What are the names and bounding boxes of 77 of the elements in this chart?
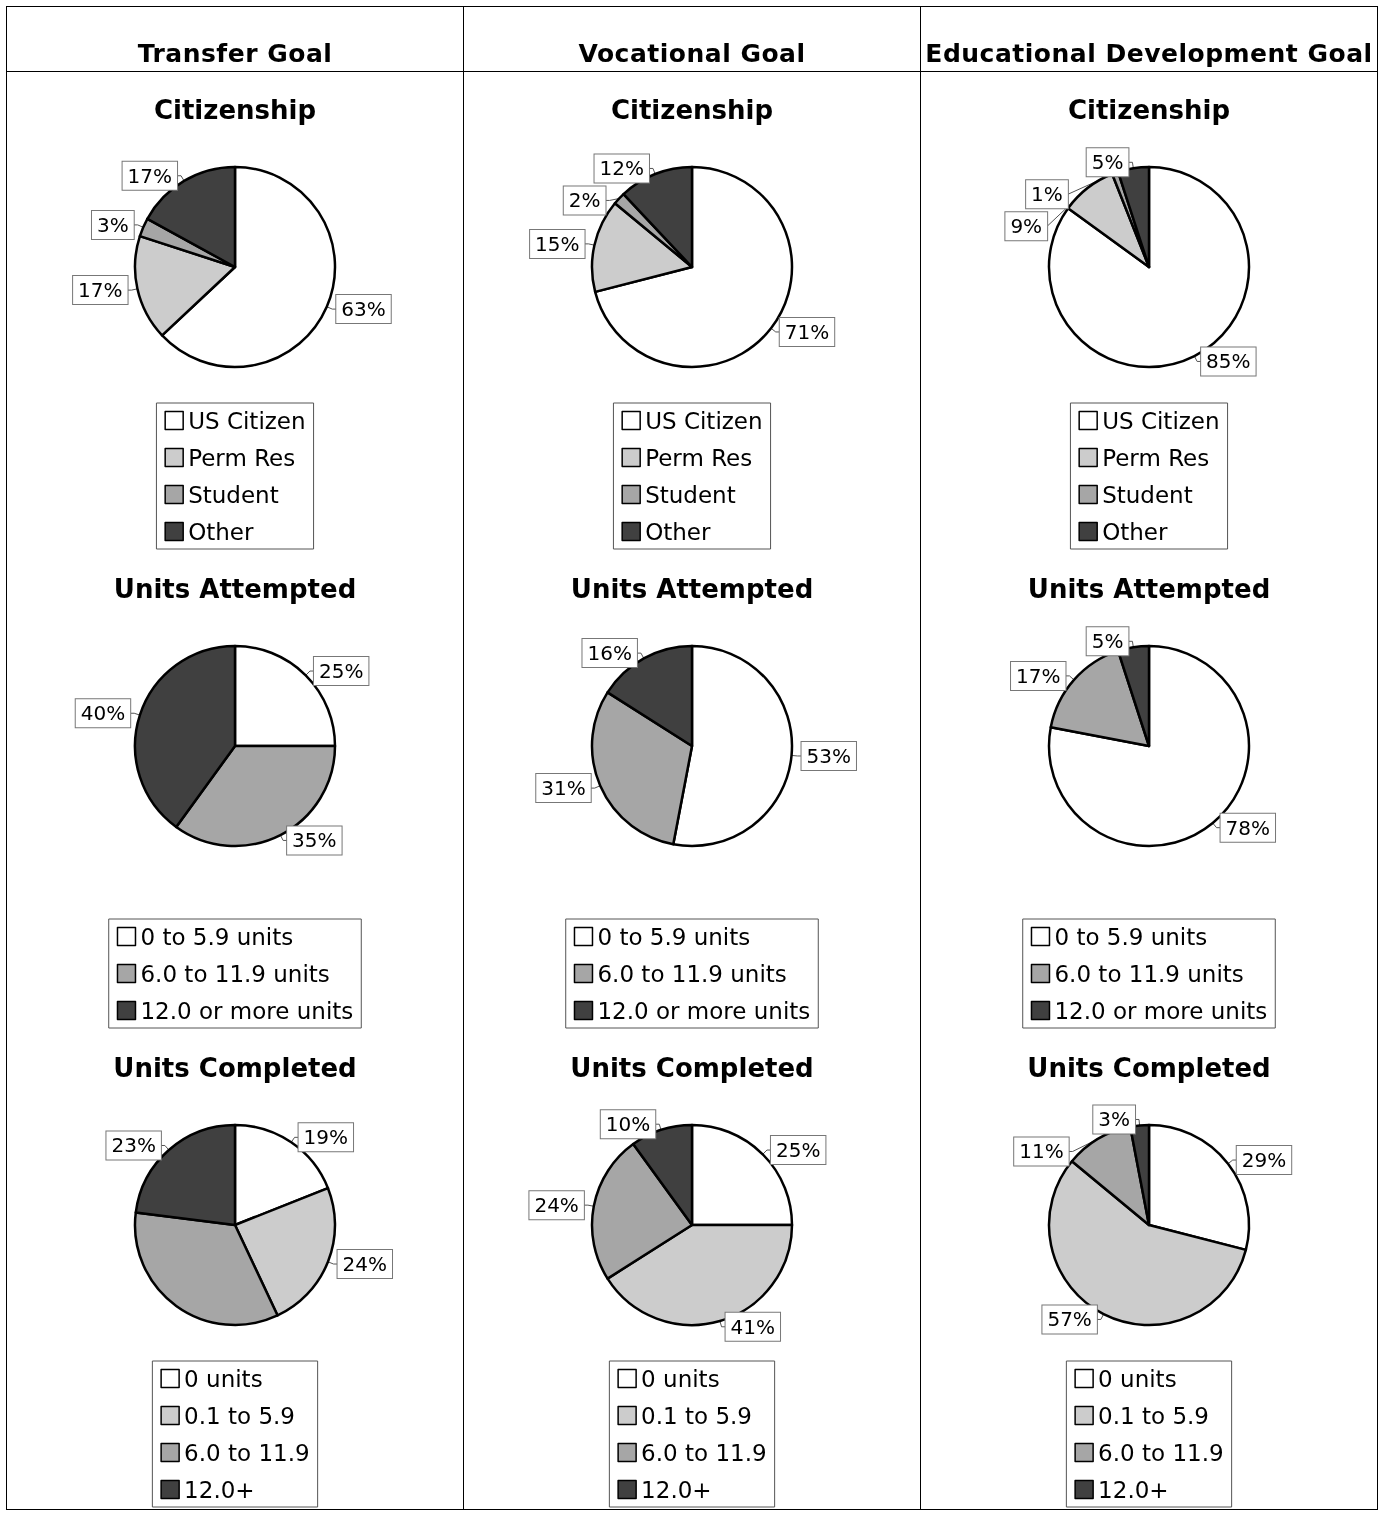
legend-label: 12.0 or more units	[140, 997, 354, 1024]
data-label: 15%	[535, 231, 580, 256]
legend-label: 6.0 to 11.9	[184, 1439, 310, 1466]
chart-title: Units Attempted	[1027, 574, 1271, 604]
data-label: 25%	[775, 1138, 821, 1163]
data-label: 17%	[1016, 663, 1061, 688]
data-label: 5%	[1091, 629, 1124, 654]
legend-label: Perm Res	[645, 444, 753, 471]
legend-label: 0.1 to 5.9	[184, 1402, 295, 1429]
data-label: 85%	[1206, 349, 1251, 374]
legend-label: 0 to 5.9 units	[140, 923, 294, 950]
legend-label: 12.0+	[1098, 1476, 1169, 1503]
data-label: 2%	[568, 188, 601, 213]
legend-label: 0.1 to 5.9	[1098, 1402, 1209, 1429]
chart-title: Units Completed	[113, 1053, 357, 1083]
legend-label: Student	[188, 481, 279, 508]
chart-title: Units Completed	[1027, 1053, 1271, 1083]
legend-label: Other	[645, 518, 712, 545]
legend-label: US Citizen	[188, 407, 306, 434]
data-label: 29%	[1241, 1148, 1287, 1173]
legend-label: US Citizen	[1102, 407, 1220, 434]
chart-title: Citizenship	[1067, 95, 1231, 125]
legend-label: Other	[188, 518, 255, 545]
legend-label: 12.0 or more units	[1054, 997, 1268, 1024]
data-label: 25%	[318, 659, 364, 684]
data-label: 24%	[534, 1193, 579, 1218]
legend-label: 12.0+	[184, 1476, 255, 1503]
legend-label: Other	[1102, 518, 1169, 545]
data-label: 23%	[111, 1133, 156, 1158]
legend-label: 12.0 or more units	[597, 997, 811, 1024]
data-label: 57%	[1047, 1307, 1092, 1332]
data-label: 9%	[1010, 214, 1043, 239]
data-label: 17%	[78, 278, 123, 303]
legend-label: 6.0 to 11.9 units	[140, 960, 330, 987]
text: Educational Development Goal	[925, 39, 1373, 68]
legend-label: 6.0 to 11.9	[1098, 1439, 1224, 1466]
data-label: 5%	[1091, 150, 1124, 175]
legend-label: Perm Res	[188, 444, 296, 471]
legend-label: 6.0 to 11.9	[641, 1439, 767, 1466]
data-label: 41%	[730, 1314, 776, 1339]
data-label: 40%	[80, 701, 126, 726]
data-label: 35%	[292, 828, 337, 853]
chart-title: Units Attempted	[113, 574, 357, 604]
legend-label: 0.1 to 5.9	[641, 1402, 752, 1429]
data-label: 53%	[806, 743, 851, 768]
data-label: 17%	[127, 163, 173, 188]
legend-label: 0 to 5.9 units	[597, 923, 751, 950]
text: Vocational Goal	[578, 39, 806, 68]
chart-title: Units Attempted	[570, 574, 814, 604]
data-label: 78%	[1225, 815, 1271, 840]
data-label: 24%	[342, 1252, 388, 1277]
chart-title: Citizenship	[610, 95, 774, 125]
data-label: 10%	[605, 1112, 651, 1137]
legend-label: 0 units	[1098, 1365, 1177, 1392]
data-label: 1%	[1031, 182, 1063, 207]
chart-title: Units Completed	[570, 1053, 814, 1083]
data-label: 31%	[541, 776, 586, 801]
data-label: 71%	[784, 319, 830, 344]
legend-label: 0 units	[184, 1365, 263, 1392]
legend-label: Student	[1102, 481, 1193, 508]
legend-label: 6.0 to 11.9 units	[1054, 960, 1244, 987]
legend-label: US Citizen	[645, 407, 763, 434]
legend-label: 0 to 5.9 units	[1054, 923, 1208, 950]
legend-label: Student	[645, 481, 736, 508]
data-label: 11%	[1019, 1139, 1064, 1164]
data-label: 19%	[303, 1125, 349, 1150]
legend-label: Perm Res	[1102, 444, 1210, 471]
legend-label: 12.0+	[641, 1476, 712, 1503]
data-label: 16%	[587, 641, 632, 666]
data-label: 3%	[96, 212, 129, 237]
legend-label: 6.0 to 11.9 units	[597, 960, 787, 987]
data-label: 3%	[1098, 1107, 1131, 1132]
data-label: 12%	[599, 156, 644, 181]
chart-title: Citizenship	[153, 95, 317, 125]
data-label: 63%	[341, 297, 386, 322]
legend-label: 0 units	[641, 1365, 720, 1392]
text: Transfer Goal	[137, 39, 333, 68]
